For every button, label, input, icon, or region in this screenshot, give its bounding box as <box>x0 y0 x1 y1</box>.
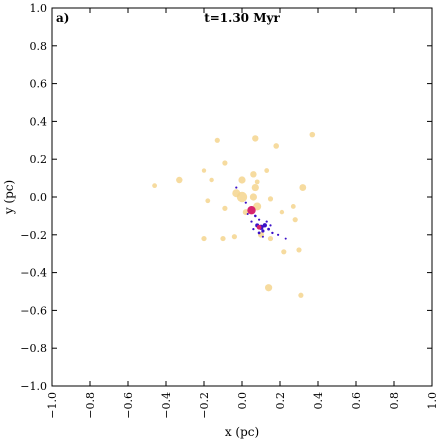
point-stars <box>209 177 214 183</box>
point-stars <box>201 235 207 242</box>
point-stars <box>251 183 259 192</box>
point-gas <box>261 229 265 233</box>
point-stars <box>279 209 285 215</box>
y-axis-label: y (pc) <box>2 180 16 215</box>
point-core <box>247 206 256 215</box>
x-tick-label: 0.0 <box>236 392 249 410</box>
point-stars <box>296 247 302 253</box>
point-stars <box>267 196 274 202</box>
x-tick-label: 0.2 <box>274 392 287 410</box>
x-tick-label: −1.0 <box>46 392 59 419</box>
point-stars <box>309 131 316 138</box>
point-gas <box>261 235 264 238</box>
point-stars <box>232 189 241 198</box>
point-gas <box>262 223 267 228</box>
x-tick-label: −0.8 <box>84 392 97 419</box>
point-stars <box>292 217 298 223</box>
point-stars <box>299 184 307 191</box>
point-gas <box>235 186 238 189</box>
point-stars <box>249 193 257 201</box>
x-tick-label: −0.2 <box>198 392 211 419</box>
point-stars <box>238 176 246 184</box>
y-tick-label: 0.8 <box>30 40 48 53</box>
y-tick-label: 0.4 <box>30 115 48 128</box>
point-stars <box>214 137 220 143</box>
y-tick-label: −0.4 <box>20 267 47 280</box>
panel-label: a) <box>56 11 69 25</box>
chart-title: t=1.30 Myr <box>204 11 280 25</box>
point-stars <box>252 135 259 142</box>
point-gas <box>277 233 280 236</box>
y-tick-label: 0.2 <box>30 153 48 166</box>
x-tick-label: −0.4 <box>160 392 173 419</box>
point-gas <box>257 231 261 235</box>
point-stars <box>298 292 304 298</box>
point-stars <box>254 179 260 185</box>
point-stars <box>267 235 274 242</box>
point-gas <box>265 220 268 223</box>
point-gas <box>271 231 274 235</box>
point-core <box>256 224 262 230</box>
point-stars <box>273 143 280 149</box>
point-gas <box>246 213 249 216</box>
y-tick-label: 1.0 <box>30 2 48 15</box>
point-gas <box>267 227 270 231</box>
point-stars <box>222 205 228 211</box>
point-stars <box>265 284 273 292</box>
x-tick-label: 0.6 <box>350 392 363 410</box>
point-gas <box>269 224 272 227</box>
point-stars <box>231 234 237 240</box>
y-tick-label: −1.0 <box>20 380 47 393</box>
y-tick-label: −0.2 <box>20 229 47 242</box>
data-marks <box>152 131 316 298</box>
series-stars <box>152 131 316 298</box>
point-stars <box>264 168 270 173</box>
x-tick-label: 0.4 <box>312 392 325 410</box>
point-gas <box>252 228 255 231</box>
x-tick-label: −0.6 <box>122 392 135 419</box>
y-tick-label: 0.6 <box>30 78 48 91</box>
point-gas <box>258 218 261 221</box>
point-stars <box>205 198 211 204</box>
point-stars <box>220 235 226 242</box>
x-tick-label: 0.8 <box>388 392 401 410</box>
y-tick-label: 0.0 <box>30 191 48 204</box>
point-gas <box>254 214 257 218</box>
y-tick-label: −0.6 <box>20 304 47 317</box>
x-axis-label: x (pc) <box>225 425 259 439</box>
plot-frame <box>51 7 433 387</box>
point-stars <box>250 171 257 178</box>
point-stars <box>281 249 287 255</box>
axis-ticks: −1.0 −0.8 −0.6 −0.4 −0.2 0.0 0.2 0.4 0.6 0.8 1.0 −1… <box>20 2 439 419</box>
point-stars <box>152 183 158 189</box>
point-stars <box>176 176 183 184</box>
point-stars <box>290 204 296 209</box>
point-gas <box>250 220 253 223</box>
series-core <box>247 206 262 230</box>
y-tick-label: −0.8 <box>20 342 47 355</box>
point-gas <box>244 201 247 204</box>
point-stars <box>201 168 207 173</box>
x-tick-label: 1.0 <box>426 392 439 410</box>
point-stars <box>222 160 228 166</box>
point-gas <box>284 237 287 240</box>
